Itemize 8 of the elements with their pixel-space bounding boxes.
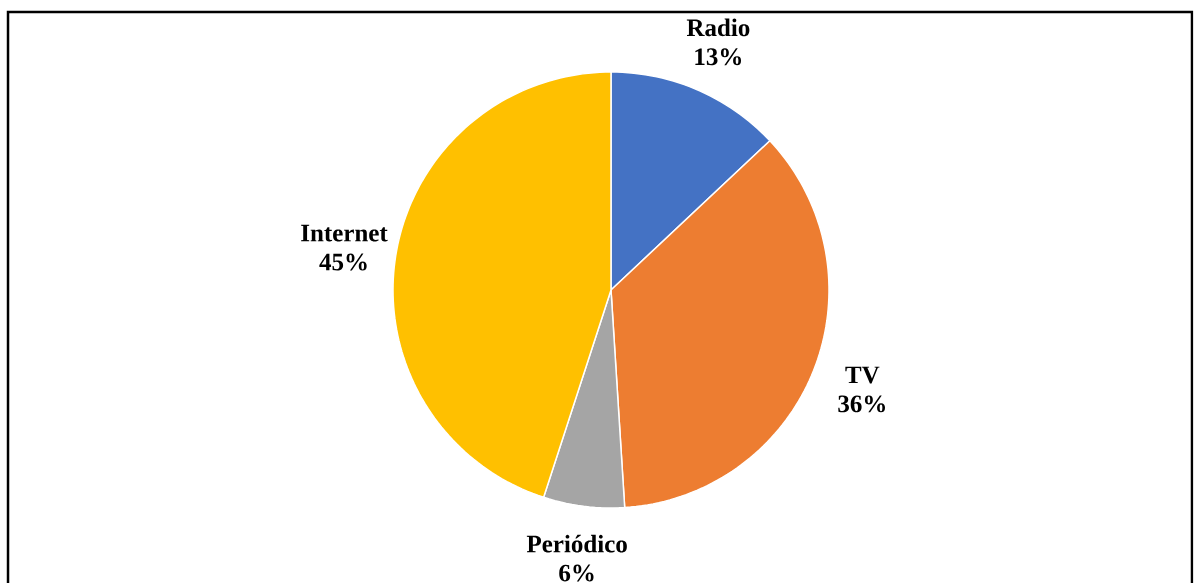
slice-label: Radio	[686, 18, 750, 37]
slice-label: Periódico	[526, 534, 627, 553]
slice-label: TV	[845, 366, 880, 384]
data-label: 36%	[838, 395, 885, 413]
data-label: 6%	[559, 564, 594, 582]
data-label: 45%	[319, 253, 367, 271]
data-label: 13%	[695, 48, 742, 66]
slice-label: Internet	[301, 224, 388, 242]
